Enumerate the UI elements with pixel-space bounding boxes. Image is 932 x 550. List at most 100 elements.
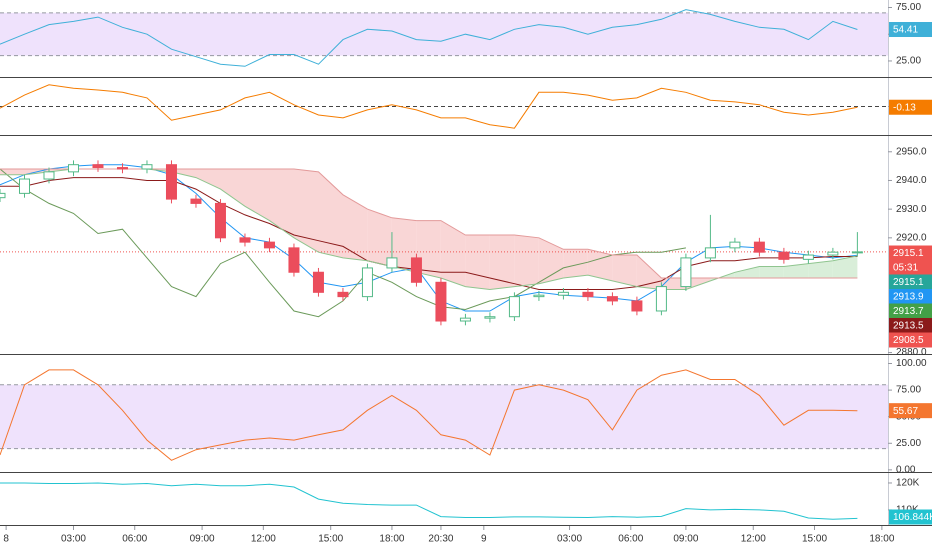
series-line: [0, 177, 858, 290]
cloud-segment: [220, 169, 245, 207]
band-fill: [0, 12, 888, 56]
series-line: [0, 482, 858, 520]
x-tick-label: 15:00: [318, 534, 343, 545]
candle-body: [141, 164, 153, 170]
candle-body: [18, 178, 30, 194]
cloud-segment: [563, 249, 588, 278]
cloud-segment: [196, 169, 221, 190]
cloud-segment: [612, 255, 637, 287]
y-tick-label: 120K: [896, 478, 920, 489]
x-tick-label: 06:00: [122, 534, 147, 545]
candle-body: [92, 164, 104, 169]
price-label-box: [889, 99, 932, 115]
cloud-segment: [416, 220, 441, 278]
x-tick-label: 18:00: [869, 534, 894, 545]
cloud-segment: [318, 171, 343, 258]
y-tick-label: 25.00: [896, 56, 921, 67]
x-tick-label: 12:00: [251, 534, 276, 545]
price-label-box: [889, 332, 932, 348]
cloud-segment: [465, 235, 490, 290]
cloud-segment: [489, 235, 515, 290]
price-label: 2913.7: [893, 306, 924, 317]
cloud-segment: [514, 235, 539, 287]
cloud-segment: [783, 263, 809, 278]
series-line: [0, 84, 858, 129]
x-tick-label: 20:30: [428, 534, 453, 545]
candle-body: [851, 251, 863, 254]
cloud-segment: [808, 260, 833, 278]
price-label: 2915.1: [893, 248, 924, 259]
candle-body: [67, 164, 79, 173]
x-tick-label: 09:00: [190, 534, 215, 545]
y-tick-label: 100.00: [896, 358, 927, 369]
price-label: 2913.5: [893, 321, 924, 332]
cloud-segment: [734, 266, 760, 278]
x-tick-label: 15:00: [802, 534, 827, 545]
candle-body: [263, 241, 275, 249]
candle-body: [214, 202, 226, 239]
x-tick-label: 06:00: [618, 534, 643, 545]
price-label: 2915.1: [893, 277, 924, 288]
series-line: [0, 369, 858, 461]
cloud-segment: [245, 169, 270, 221]
cloud-segment: [759, 266, 784, 278]
cloud-segment: [636, 255, 662, 290]
candle-body: [802, 254, 814, 260]
candle-body: [582, 291, 594, 298]
y-tick-label: 2920.0: [896, 232, 927, 243]
cloud-segment: [269, 169, 294, 238]
candle-body: [484, 316, 496, 319]
candle-body: [557, 291, 569, 296]
price-label: -0.13: [893, 102, 916, 113]
candle-body: [753, 241, 765, 253]
x-tick-label: 09:00: [673, 534, 698, 545]
price-label: 2913.9: [893, 292, 924, 303]
price-label: 2908.5: [893, 335, 924, 346]
y-tick-label: 2930.0: [896, 204, 927, 215]
price-label-box: [889, 245, 932, 261]
candle-body: [288, 247, 300, 273]
candle-body: [508, 296, 520, 318]
candle-body: [312, 271, 324, 293]
price-label: 106.844K: [893, 512, 932, 523]
cloud-segment: [294, 169, 319, 253]
candle-body: [680, 257, 692, 288]
band-fill: [0, 384, 888, 449]
candle-body: [116, 167, 128, 170]
candle-body: [435, 281, 447, 322]
price-label-box: [889, 274, 932, 290]
y-tick-label: 0.00: [896, 465, 916, 476]
candle-body: [190, 198, 202, 204]
price-label: 54.41: [893, 25, 918, 36]
candle-body: [729, 241, 741, 249]
candle-body: [239, 237, 251, 243]
series-line: [0, 9, 858, 67]
candle-body: [43, 171, 55, 180]
candle-body: [165, 164, 177, 200]
candle-body: [704, 247, 716, 259]
cloud-segment: [367, 209, 392, 267]
cloud-segment: [343, 194, 368, 261]
candle-body: [606, 296, 618, 302]
candle-body: [0, 192, 6, 199]
x-tick-label: 12:00: [741, 534, 766, 545]
y-tick-label: 25.00: [896, 438, 921, 449]
x-tick-label: 03:00: [557, 534, 582, 545]
x-tick-label: 8: [3, 534, 9, 545]
price-label-box: [889, 289, 932, 304]
candle-body: [533, 294, 545, 298]
price-label-box: [889, 260, 932, 275]
cloud-segment: [391, 217, 417, 273]
cloud-segment: [171, 169, 196, 178]
cloud-segment: [832, 255, 858, 278]
price-label: 55.67: [893, 406, 918, 417]
candle-body: [655, 286, 667, 312]
price-label-box: [889, 403, 932, 419]
cloud-segment: [0, 169, 25, 175]
cloud-segment: [538, 237, 564, 284]
cloud-segment: [685, 278, 711, 290]
price-label-box: [889, 22, 932, 38]
candle-body: [337, 291, 349, 298]
candle-body: [361, 267, 373, 298]
